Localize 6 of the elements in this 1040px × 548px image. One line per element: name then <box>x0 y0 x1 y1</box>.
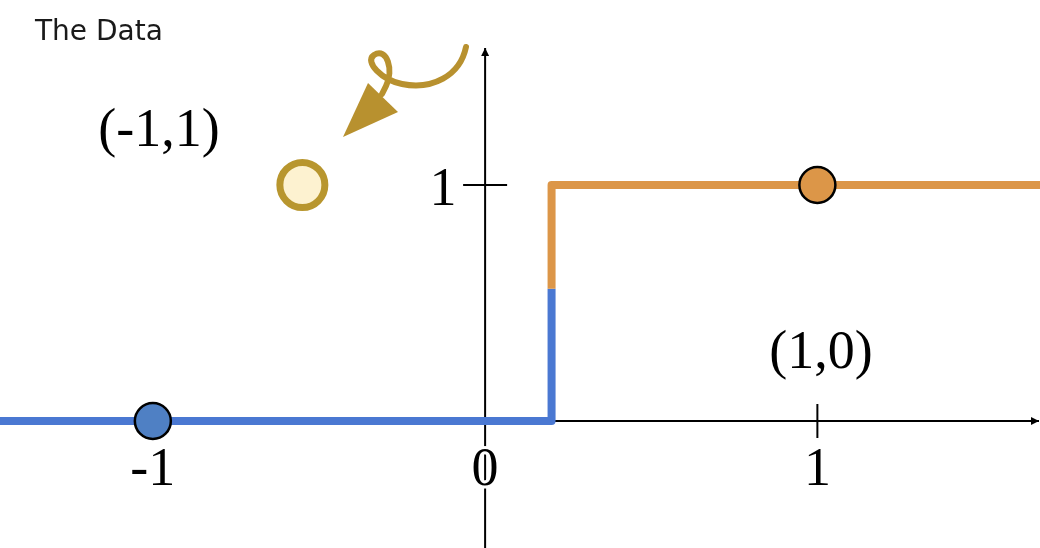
x-tick-label: 1 <box>803 437 831 497</box>
x-tick-label: -1 <box>130 437 176 497</box>
annotation: 1 <box>429 157 457 217</box>
text: (-1,1) <box>98 98 220 158</box>
chart-title: The Data <box>34 14 163 47</box>
annotation: (1,0) <box>769 320 873 380</box>
